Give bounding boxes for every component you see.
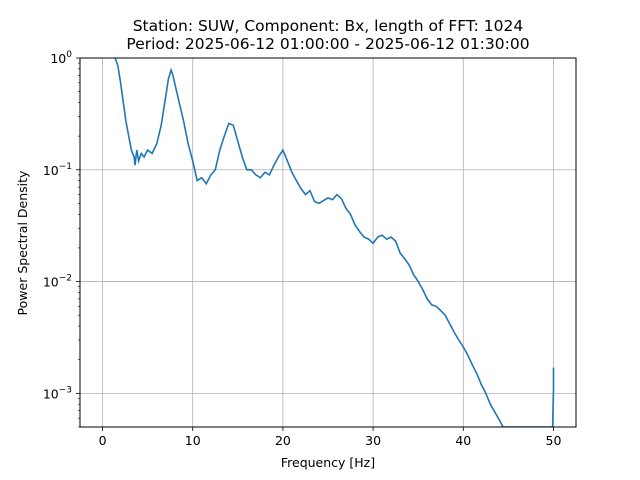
y-tick-label: 100 (50, 50, 72, 66)
chart-title-line-1: Station: SUW, Component: Bx, length of F… (133, 17, 524, 35)
y-tick-label: 10−2 (43, 274, 72, 290)
plot-area (114, 58, 555, 427)
x-tick-label: 50 (546, 433, 562, 448)
x-tick-label: 20 (275, 433, 291, 448)
x-tick-label: 10 (185, 433, 201, 448)
x-tick-label: 40 (455, 433, 471, 448)
grid-lines (80, 57, 576, 427)
series-line (114, 58, 555, 427)
x-tick-label: 30 (365, 433, 381, 448)
y-axis-ticks: 10−3 10−2 10−1 100 (43, 50, 80, 428)
x-tick-label: 0 (99, 433, 107, 448)
y-tick-label: 10−3 (43, 385, 72, 401)
y-axis-label: Power Spectral Density (15, 170, 30, 315)
x-axis-label: Frequency [Hz] (281, 455, 375, 470)
axes-frame (79, 57, 577, 428)
chart-title-line-2: Period: 2025-06-12 01:00:00 - 2025-06-12… (126, 35, 529, 53)
x-axis-ticks: 0 10 20 30 40 50 (99, 427, 562, 448)
y-tick-label: 10−1 (43, 162, 72, 178)
